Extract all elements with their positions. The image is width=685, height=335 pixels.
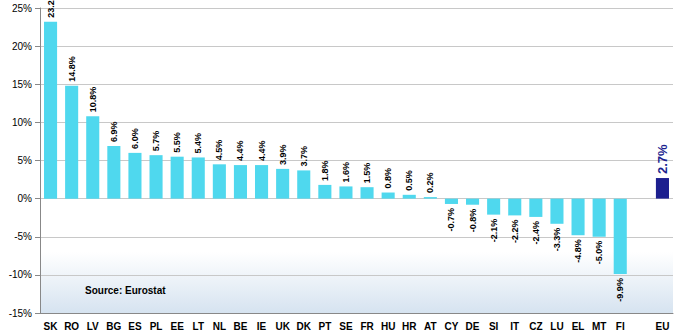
svg-text:PT: PT: [318, 321, 331, 332]
svg-text:FR: FR: [360, 321, 374, 332]
svg-text:UK: UK: [275, 321, 290, 332]
svg-text:NL: NL: [213, 321, 226, 332]
svg-text:-2.2%: -2.2%: [510, 219, 520, 243]
svg-text:2.7%: 2.7%: [655, 144, 670, 174]
svg-text:15%: 15%: [12, 79, 32, 90]
svg-text:ES: ES: [128, 321, 142, 332]
svg-text:DE: DE: [466, 321, 480, 332]
svg-text:EE: EE: [170, 321, 184, 332]
svg-text:CY: CY: [444, 321, 458, 332]
svg-text:IT: IT: [510, 321, 519, 332]
svg-text:5.4%: 5.4%: [193, 133, 203, 154]
svg-text:-4.8%: -4.8%: [573, 239, 583, 263]
svg-text:3.7%: 3.7%: [299, 146, 309, 167]
svg-text:-9.9%: -9.9%: [615, 278, 625, 302]
svg-text:-5%: -5%: [14, 231, 32, 242]
svg-text:0.5%: 0.5%: [404, 170, 414, 191]
svg-text:PL: PL: [150, 321, 163, 332]
svg-text:HR: HR: [402, 321, 417, 332]
svg-text:0.8%: 0.8%: [383, 168, 393, 189]
svg-text:CZ: CZ: [529, 321, 542, 332]
svg-text:1.8%: 1.8%: [320, 160, 330, 181]
svg-text:5.5%: 5.5%: [172, 132, 182, 153]
svg-text:0.2%: 0.2%: [425, 173, 435, 194]
svg-text:IE: IE: [257, 321, 267, 332]
svg-text:HU: HU: [381, 321, 395, 332]
svg-text:0%: 0%: [18, 193, 33, 204]
svg-text:10%: 10%: [12, 117, 32, 128]
svg-text:EU: EU: [655, 321, 669, 332]
svg-text:-2.4%: -2.4%: [531, 221, 541, 245]
svg-text:4.4%: 4.4%: [235, 141, 245, 162]
svg-text:BG: BG: [106, 321, 121, 332]
svg-text:5.7%: 5.7%: [151, 131, 161, 152]
svg-text:-3.3%: -3.3%: [552, 228, 562, 252]
svg-text:23.2%: 23.2%: [46, 0, 56, 18]
svg-text:SE: SE: [339, 321, 353, 332]
svg-text:20%: 20%: [12, 41, 32, 52]
svg-text:FI: FI: [616, 321, 625, 332]
svg-text:SI: SI: [489, 321, 499, 332]
svg-text:EL: EL: [572, 321, 585, 332]
svg-text:BE: BE: [233, 321, 247, 332]
svg-text:1.6%: 1.6%: [341, 162, 351, 183]
svg-text:DK: DK: [297, 321, 312, 332]
svg-text:3.9%: 3.9%: [278, 144, 288, 165]
svg-text:25%: 25%: [12, 3, 32, 14]
svg-text:1.5%: 1.5%: [362, 163, 372, 184]
svg-text:-2.1%: -2.1%: [489, 219, 499, 243]
svg-text:6.9%: 6.9%: [109, 121, 119, 142]
svg-text:5%: 5%: [18, 155, 33, 166]
svg-text:-0.8%: -0.8%: [468, 209, 478, 233]
svg-text:LT: LT: [193, 321, 204, 332]
svg-text:Source: Eurostat: Source: Eurostat: [85, 285, 166, 296]
svg-text:-15%: -15%: [9, 308, 32, 319]
svg-text:-0.7%: -0.7%: [446, 208, 456, 232]
svg-text:4.4%: 4.4%: [257, 141, 267, 162]
svg-text:LV: LV: [87, 321, 99, 332]
svg-text:10.8%: 10.8%: [88, 87, 98, 113]
svg-text:LU: LU: [550, 321, 563, 332]
svg-text:14.8%: 14.8%: [67, 56, 77, 82]
svg-text:-10%: -10%: [9, 269, 32, 280]
svg-text:SK: SK: [44, 321, 59, 332]
svg-text:-5.0%: -5.0%: [594, 241, 604, 265]
svg-text:AT: AT: [424, 321, 437, 332]
svg-text:6.0%: 6.0%: [130, 128, 140, 149]
svg-text:MT: MT: [592, 321, 606, 332]
svg-text:4.5%: 4.5%: [214, 140, 224, 161]
svg-text:RO: RO: [64, 321, 79, 332]
